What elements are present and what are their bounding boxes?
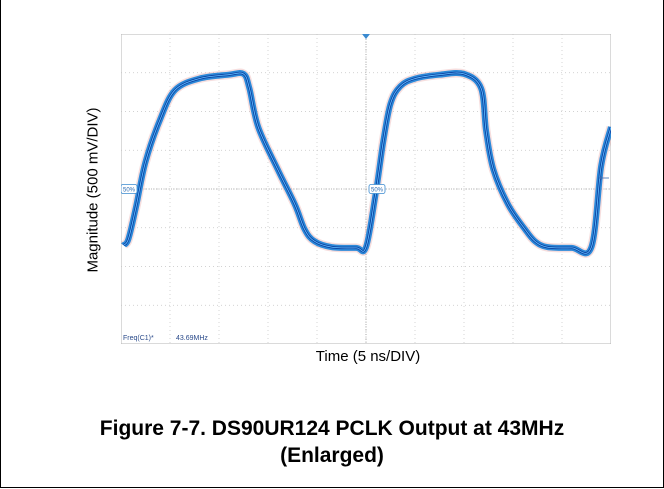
trace-highlight — [123, 72, 611, 254]
x-axis-label: Time (5 ns/DIV) — [315, 348, 421, 365]
marker-layer: 50% 50% — [121, 176, 609, 194]
threshold-marker-label: 50% — [371, 188, 384, 194]
trace-layer — [121, 68, 611, 258]
figure-caption: Figure 7-7. DS90UR124 PCLK Output at 43M… — [0, 415, 664, 469]
caption-line-1: Figure 7-7. DS90UR124 PCLK Output at 43M… — [99, 417, 565, 440]
grid — [121, 34, 611, 344]
threshold-marker-box — [121, 184, 138, 194]
measurement-label: Freq(C1)* — [123, 335, 154, 342]
measurement-value: 43.69MHz — [176, 335, 208, 342]
threshold-marker-label: 50% — [123, 188, 136, 194]
trigger-position-marker — [362, 34, 370, 39]
threshold-marker-box — [368, 184, 386, 194]
caption-line-2: (Enlarged) — [280, 444, 384, 467]
y-axis-label: Magnitude (500 mV/DIV) — [84, 107, 102, 273]
reference-level-arrowhead — [599, 176, 602, 180]
oscilloscope-plot: 50% 50% Freq(C1)* 43.69MHz — [121, 34, 611, 344]
